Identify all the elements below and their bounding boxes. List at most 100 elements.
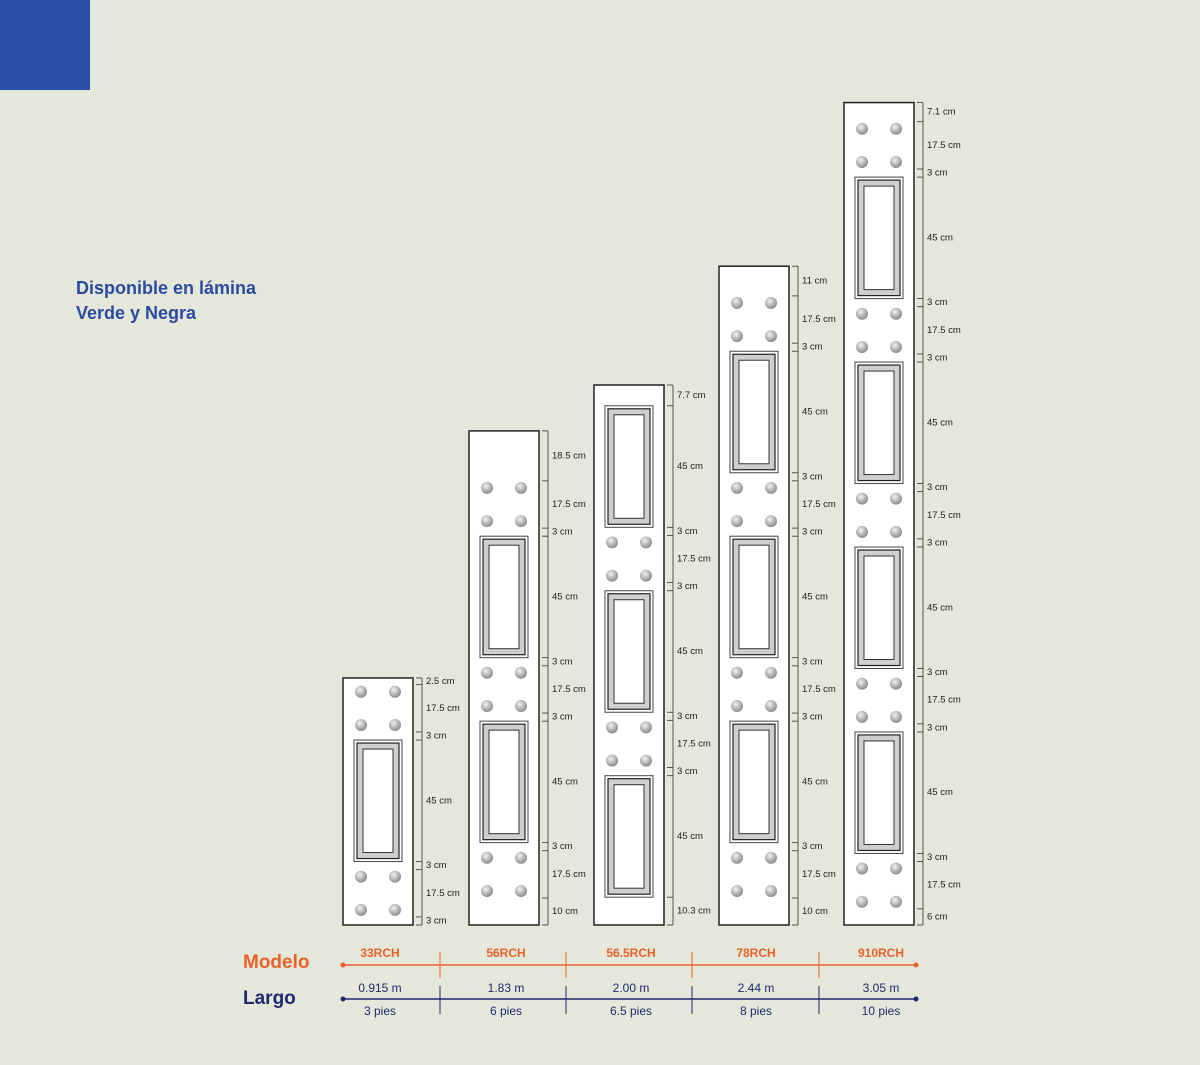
bolt (890, 710, 902, 723)
bolt (890, 677, 902, 690)
dimension-label: 17.5 cm (426, 888, 460, 899)
dimension-label: 45 cm (802, 591, 828, 602)
window-pane (863, 370, 895, 476)
dimension-label: 17.5 cm (802, 314, 836, 325)
dimension-label: 18.5 cm (552, 450, 586, 461)
bolt (765, 481, 777, 494)
bolt (606, 754, 618, 767)
bolt (890, 156, 902, 168)
bolt (890, 525, 902, 538)
bolt (890, 862, 902, 875)
bolt (481, 851, 493, 864)
bolt (856, 340, 868, 353)
bolt (481, 481, 493, 494)
bolt (856, 122, 868, 135)
dimension-label: 3 cm (677, 766, 698, 777)
bolt (640, 536, 652, 549)
bolt (765, 700, 777, 713)
bolt (481, 666, 493, 679)
model-name: 910RCH (858, 946, 904, 960)
dimension-label: 17.5 cm (927, 510, 961, 521)
dimension-label: 3 cm (927, 168, 948, 179)
bolt (731, 851, 743, 864)
bolt (515, 700, 527, 713)
dimension-label: 3 cm (927, 722, 948, 733)
dimension-label: 10 cm (802, 906, 828, 917)
bolt (389, 718, 401, 731)
dimension-label: 7.7 cm (677, 390, 706, 401)
bolt (389, 685, 401, 698)
bolt (731, 700, 743, 713)
bolt (856, 677, 868, 690)
dimension-label: 45 cm (927, 787, 953, 798)
dimension-label: 7.1 cm (927, 107, 956, 118)
dimension-label: 3 cm (802, 471, 823, 482)
dimension-label: 17.5 cm (552, 499, 586, 510)
dimension-label: 3 cm (802, 527, 823, 538)
dimension-label: 17.5 cm (552, 684, 586, 695)
bolt (731, 330, 743, 343)
dimension-label: 2.5 cm (426, 676, 455, 687)
bolt (731, 885, 743, 897)
window-pane (738, 544, 770, 650)
length-ft: 6.5 pies (610, 1004, 652, 1018)
dimension-label: 45 cm (677, 646, 703, 657)
bolt (389, 903, 401, 916)
bolt (606, 721, 618, 734)
dimension-label: 3 cm (927, 852, 948, 863)
bolt (515, 515, 527, 528)
dimension-label: 3 cm (677, 526, 698, 537)
bolt (856, 862, 868, 875)
dimension-label: 17.5 cm (927, 325, 961, 336)
bolt (856, 156, 868, 168)
dimension-label: 45 cm (802, 407, 828, 418)
dimension-label: 17.5 cm (426, 703, 460, 714)
bolt (856, 895, 868, 908)
dimension-label: 45 cm (677, 461, 703, 472)
line-end (913, 962, 919, 968)
bolt (355, 685, 367, 698)
dimension-label: 3 cm (927, 353, 948, 364)
dimension-label: 17.5 cm (802, 499, 836, 510)
dimension-label: 45 cm (552, 591, 578, 602)
length-label: Largo (243, 988, 296, 1009)
bolt (765, 851, 777, 864)
dimension-label: 3 cm (927, 297, 948, 308)
dimension-label: 3 cm (927, 537, 948, 548)
window-pane (488, 544, 520, 650)
bolt (765, 330, 777, 343)
dimension-label: 45 cm (927, 417, 953, 428)
length-m: 2.00 m (613, 981, 650, 995)
window-pane (738, 729, 770, 835)
length-m: 1.83 m (488, 981, 525, 995)
window-pane (362, 748, 394, 854)
bolt (765, 296, 777, 309)
bolt (890, 340, 902, 353)
bolt (731, 296, 743, 309)
dimension-label: 10.3 cm (677, 906, 711, 917)
bolt (355, 903, 367, 916)
dimension-label: 3 cm (802, 841, 823, 852)
bolt (640, 721, 652, 734)
dimension-label: 45 cm (802, 776, 828, 787)
dimension-label: 45 cm (677, 831, 703, 842)
bolt (856, 525, 868, 538)
model-name: 56RCH (486, 946, 525, 960)
line-end (340, 962, 346, 968)
corner-block (0, 0, 90, 90)
title-line: Verde y Negra (76, 303, 197, 323)
dimension-label: 3 cm (426, 860, 447, 871)
length-ft: 3 pies (364, 1004, 396, 1018)
bolt (765, 515, 777, 528)
dimension-label: 3 cm (552, 712, 573, 723)
dimension-label: 3 cm (552, 656, 573, 667)
window-pane (613, 784, 645, 889)
bolt (890, 492, 902, 505)
dimension-label: 17.5 cm (552, 869, 586, 880)
bolt (355, 718, 367, 731)
bolt (606, 569, 618, 582)
bolt (515, 885, 527, 897)
bolt (856, 492, 868, 505)
length-m: 3.05 m (863, 981, 900, 995)
